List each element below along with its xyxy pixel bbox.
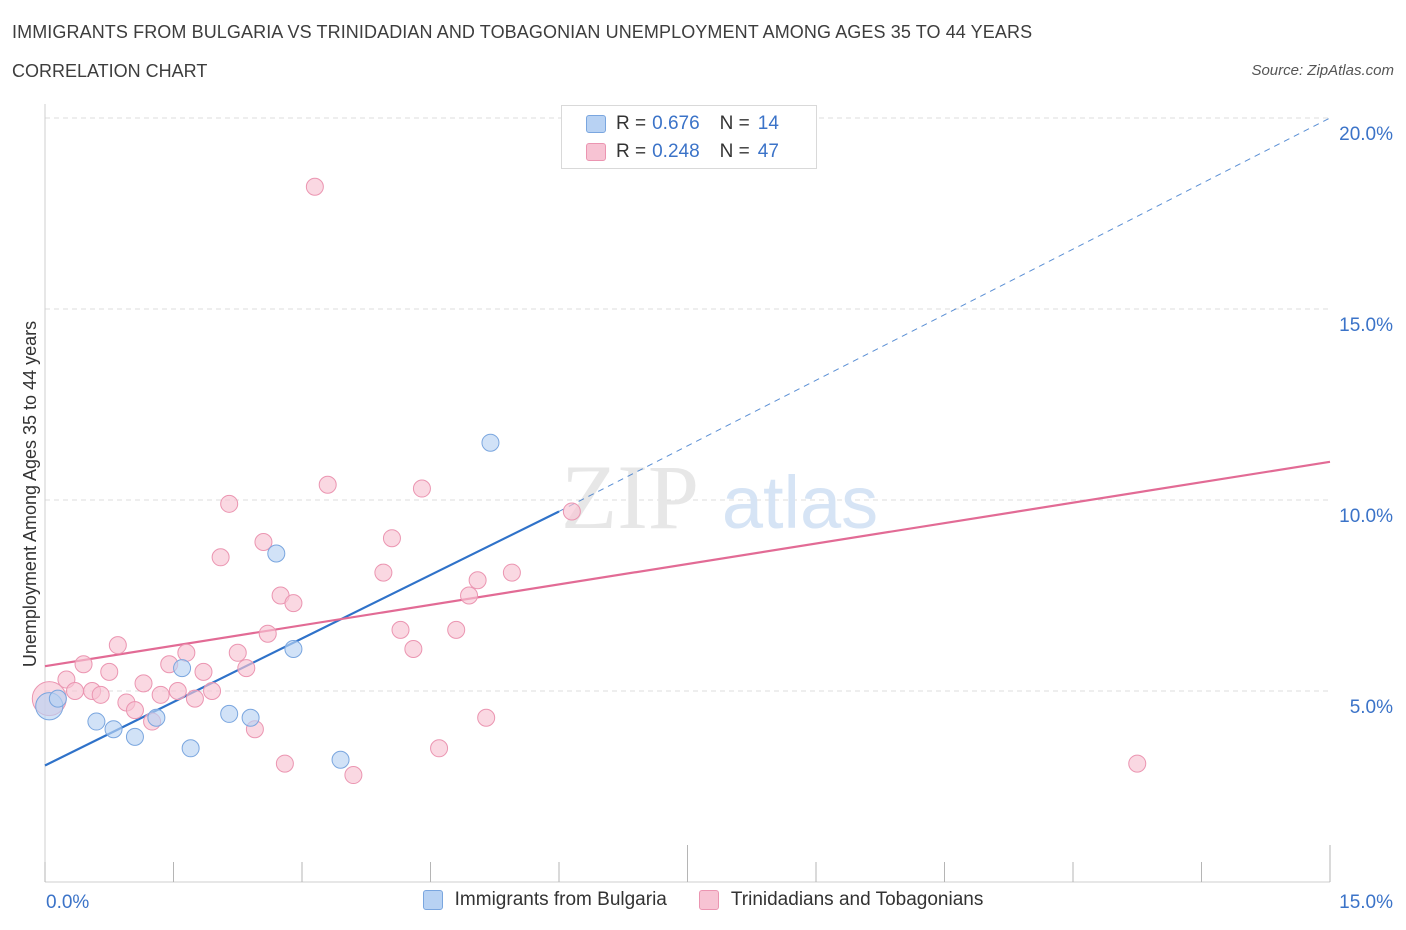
y-tick-label: 5.0% bbox=[1350, 697, 1393, 718]
trinidad-point bbox=[91, 685, 110, 704]
trinidad-point bbox=[502, 563, 521, 582]
y-tick-label: 10.0% bbox=[1339, 506, 1393, 527]
chart-subtitle: CORRELATION CHART bbox=[12, 61, 208, 81]
chart-title: IMMIGRANTS FROM BULGARIA VS TRINIDADIAN … bbox=[12, 22, 1033, 42]
n-value: 47 bbox=[757, 141, 779, 162]
trinidad-point bbox=[430, 739, 449, 758]
correlation-legend: R = 0.676 N = 14 R = 0.248 N = 47 bbox=[561, 105, 817, 169]
bulgaria-point bbox=[125, 727, 144, 746]
trinidad-point bbox=[305, 177, 324, 196]
bulgaria-point bbox=[481, 433, 500, 452]
bulgaria-point bbox=[331, 750, 350, 769]
data-points bbox=[31, 124, 1147, 785]
trinidad-point bbox=[134, 674, 153, 693]
legend-swatch-pink bbox=[586, 143, 606, 161]
trinidad-point bbox=[258, 624, 277, 643]
legend-swatch-blue bbox=[422, 890, 443, 910]
legend-row-bulgaria: R = 0.676 N = 14 bbox=[586, 111, 779, 137]
trinidad-point bbox=[185, 689, 204, 708]
r-value: 0.248 bbox=[652, 141, 700, 162]
legend-swatch-pink bbox=[698, 890, 719, 910]
bulgaria-point bbox=[147, 708, 166, 727]
gridlines bbox=[45, 117, 1330, 692]
tick-labels: 5.0% 10.0% 15.0% 20.0% 0.0% 15.0% bbox=[46, 124, 1393, 913]
legend-row-trinidad: R = 0.248 N = 47 bbox=[586, 139, 779, 165]
x-tick-label: 15.0% bbox=[1339, 892, 1393, 913]
bulgaria-point bbox=[87, 712, 106, 731]
trinidad-point bbox=[318, 475, 337, 494]
trinidad-point bbox=[108, 636, 127, 655]
trinidad-point bbox=[65, 682, 84, 700]
r-value: 0.676 bbox=[652, 113, 700, 134]
trinidad-point bbox=[125, 701, 144, 720]
n-label: N = bbox=[719, 141, 750, 162]
bulgaria-point bbox=[104, 720, 123, 739]
trinidad-point bbox=[468, 571, 487, 590]
trinidad-point bbox=[412, 479, 431, 498]
trinidad-point bbox=[203, 682, 222, 700]
n-label: N = bbox=[719, 113, 750, 134]
series-legend: Immigrants from Bulgaria Trinidadians an… bbox=[0, 889, 1406, 911]
trinidad-point bbox=[284, 594, 303, 613]
n-value: 14 bbox=[757, 113, 779, 134]
bulgaria-point bbox=[284, 639, 303, 658]
y-axis-label: Unemployment Among Ages 35 to 44 years bbox=[20, 321, 40, 667]
bulgaria-point bbox=[267, 544, 286, 563]
legend-label: Trinidadians and Tobagonians bbox=[730, 889, 984, 910]
trinidad-point bbox=[404, 639, 423, 658]
bulgaria-point bbox=[181, 739, 200, 758]
watermark-atlas: atlas bbox=[722, 461, 878, 544]
x-tick-label: 0.0% bbox=[46, 892, 89, 913]
y-tick-label: 15.0% bbox=[1339, 315, 1393, 336]
bulgaria-trend-extension bbox=[558, 117, 1331, 512]
r-label: R = bbox=[616, 113, 647, 134]
trinidad-point bbox=[447, 620, 466, 639]
watermark: ZIP atlas bbox=[561, 446, 878, 548]
legend-label: Immigrants from Bulgaria bbox=[454, 889, 667, 910]
trinidad-point bbox=[382, 529, 401, 548]
trinidad-point bbox=[374, 563, 393, 582]
trinidad-point bbox=[391, 620, 410, 639]
trinidad-point bbox=[254, 533, 273, 552]
trinidad-point bbox=[100, 662, 119, 681]
trinidad-point bbox=[562, 502, 581, 521]
trinidad-point bbox=[344, 766, 363, 785]
trinidad-point bbox=[177, 643, 196, 662]
trinidad-point bbox=[477, 708, 496, 727]
trinidad-point bbox=[220, 494, 239, 513]
trinidad-point bbox=[237, 659, 256, 678]
trinidad-point bbox=[168, 682, 187, 700]
legend-item-trinidad: Trinidadians and Tobagonians bbox=[698, 889, 984, 911]
bulgaria-point bbox=[48, 689, 67, 708]
trinidad-point bbox=[228, 643, 247, 662]
trinidad-point bbox=[194, 662, 213, 681]
bulgaria-trend-line bbox=[44, 510, 560, 767]
trinidad-point bbox=[211, 548, 230, 567]
legend-swatch-blue bbox=[586, 115, 606, 133]
bulgaria-point bbox=[241, 708, 260, 727]
trinidad-point bbox=[275, 754, 294, 773]
bulgaria-point bbox=[220, 704, 239, 723]
r-label: R = bbox=[616, 141, 647, 162]
bulgaria-point bbox=[173, 659, 192, 678]
trinidad-point bbox=[460, 586, 479, 605]
y-tick-label: 20.0% bbox=[1339, 124, 1393, 145]
source-credit: Source: ZipAtlas.com bbox=[1251, 62, 1394, 79]
legend-item-bulgaria: Immigrants from Bulgaria bbox=[422, 889, 667, 911]
axes bbox=[44, 104, 1331, 883]
trinidad-point bbox=[151, 685, 170, 704]
watermark-zip: ZIP bbox=[561, 446, 699, 548]
trinidad-point bbox=[74, 655, 93, 674]
trinidad-point bbox=[1128, 754, 1147, 773]
